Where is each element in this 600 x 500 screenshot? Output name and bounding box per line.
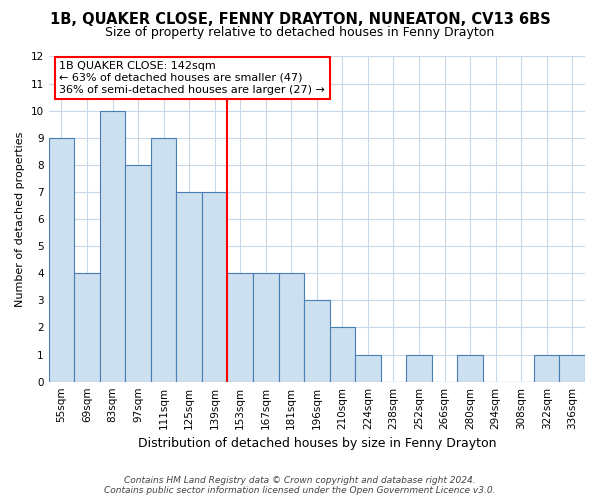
- Bar: [176, 192, 202, 382]
- Bar: [278, 274, 304, 382]
- Bar: [304, 300, 329, 382]
- Bar: [100, 110, 125, 382]
- Bar: [227, 274, 253, 382]
- Bar: [253, 274, 278, 382]
- Bar: [534, 354, 559, 382]
- Bar: [559, 354, 585, 382]
- Y-axis label: Number of detached properties: Number of detached properties: [15, 132, 25, 307]
- X-axis label: Distribution of detached houses by size in Fenny Drayton: Distribution of detached houses by size …: [137, 437, 496, 450]
- Bar: [74, 274, 100, 382]
- Bar: [202, 192, 227, 382]
- Bar: [329, 328, 355, 382]
- Bar: [125, 165, 151, 382]
- Text: Size of property relative to detached houses in Fenny Drayton: Size of property relative to detached ho…: [106, 26, 494, 39]
- Bar: [151, 138, 176, 382]
- Text: 1B, QUAKER CLOSE, FENNY DRAYTON, NUNEATON, CV13 6BS: 1B, QUAKER CLOSE, FENNY DRAYTON, NUNEATO…: [50, 12, 550, 28]
- Bar: [457, 354, 483, 382]
- Bar: [49, 138, 74, 382]
- Text: Contains HM Land Registry data © Crown copyright and database right 2024.
Contai: Contains HM Land Registry data © Crown c…: [104, 476, 496, 495]
- Bar: [406, 354, 432, 382]
- Bar: [355, 354, 380, 382]
- Text: 1B QUAKER CLOSE: 142sqm
← 63% of detached houses are smaller (47)
36% of semi-de: 1B QUAKER CLOSE: 142sqm ← 63% of detache…: [59, 62, 325, 94]
